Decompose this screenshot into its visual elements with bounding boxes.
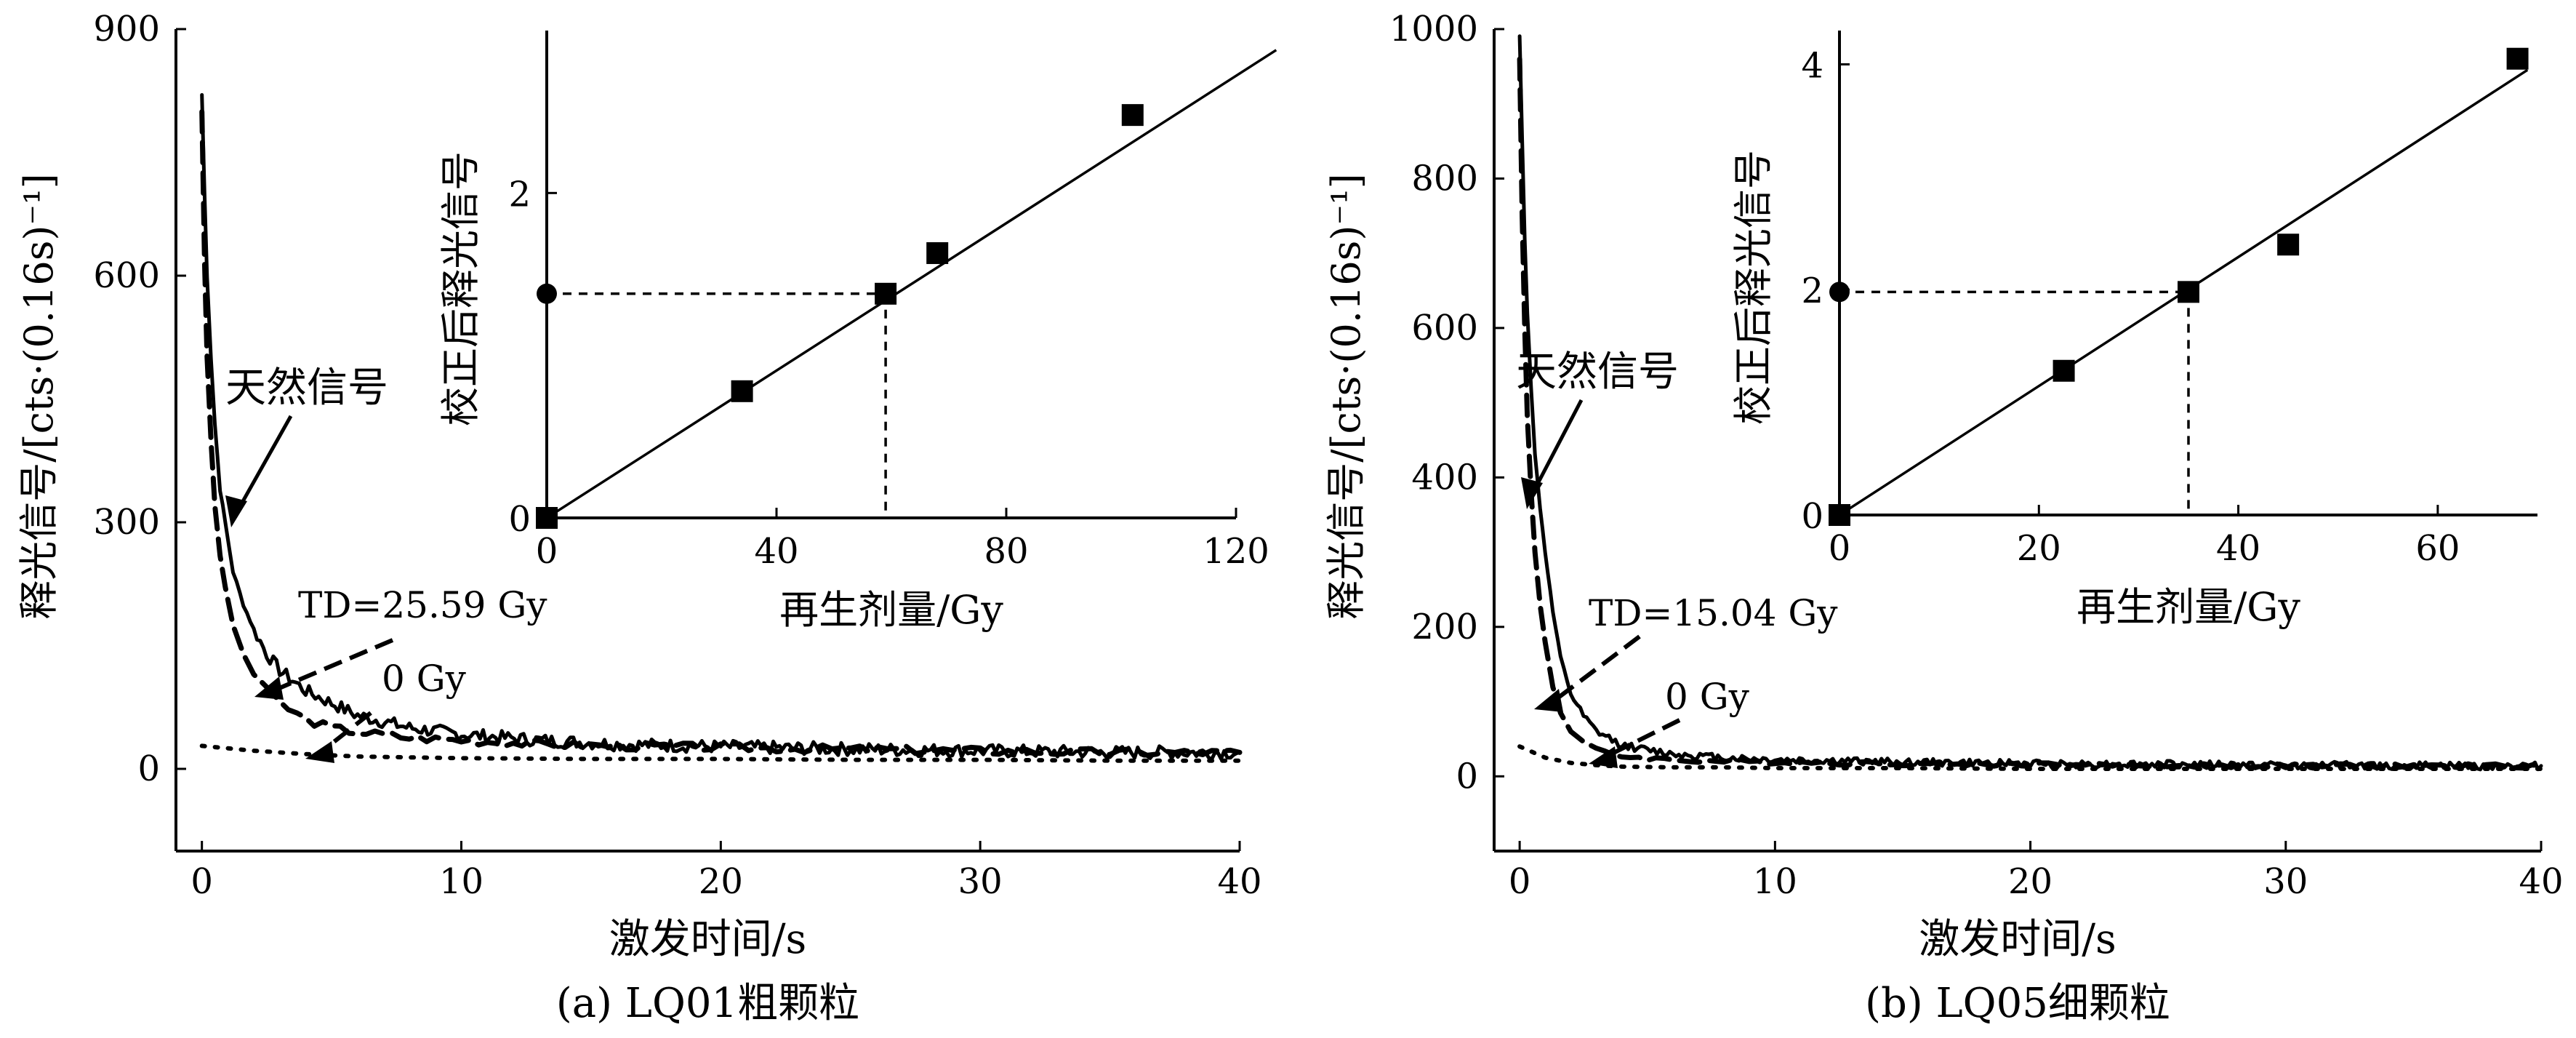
x-tick-label: 40 — [1217, 861, 1261, 902]
inset-natural-point — [1829, 282, 1850, 303]
inset-data-point — [1121, 104, 1144, 127]
inset-y-tick-label: 2 — [1801, 271, 1823, 311]
inset-y-tick-label: 4 — [1801, 45, 1823, 86]
inset-growth-curve: 0 40 80 120 0 2 再生剂量/Gy 校正后释光信号 — [438, 31, 1277, 633]
td-arrow-line — [268, 638, 394, 695]
zero-arrow-head — [305, 741, 334, 763]
inset-y-axis-label: 校正后释光信号 — [1730, 150, 1776, 425]
y-tick-label: 0 — [1456, 756, 1478, 797]
inset-data-point — [926, 241, 949, 264]
x-tick-label: 20 — [699, 861, 743, 902]
inset-x-axis-label: 再生剂量/Gy — [2077, 584, 2300, 630]
inset-data-point — [2053, 359, 2075, 382]
natural-arrow-line — [233, 415, 293, 516]
y-tick-label: 900 — [93, 9, 160, 49]
y-axis-label: 释光信号/[cts·(0.16s)⁻¹] — [16, 173, 62, 619]
figure-caption: (b) LQ05细颗粒 — [1865, 980, 2170, 1027]
x-tick-label: 10 — [1753, 861, 1797, 902]
y-tick-label: 600 — [93, 255, 160, 296]
figure-caption: (a) LQ01粗颗粒 — [556, 980, 859, 1027]
inset-data-point — [875, 282, 897, 305]
inset-x-axis-label: 再生剂量/Gy — [779, 587, 1003, 633]
series-solid-line — [1517, 34, 2543, 772]
inset-x-tick-label: 40 — [2216, 528, 2260, 569]
inset-data-point — [1829, 504, 1850, 526]
inset-y-tick-label: 0 — [1801, 496, 1823, 537]
y-tick-label: 1000 — [1389, 9, 1478, 49]
td-arrow-line — [1547, 634, 1641, 707]
inset-data-point — [2506, 47, 2529, 70]
td-label: TD=15.04 Gy — [1589, 592, 1838, 634]
zero-arrow-head — [1589, 746, 1618, 768]
inset-x-tick-label: 40 — [754, 531, 798, 572]
inset-y-axis-label: 校正后释光信号 — [438, 151, 483, 426]
natural-signal-label: 天然信号 — [225, 364, 388, 412]
inset-x-tick-label: 0 — [1829, 528, 1851, 569]
inset-x-tick-label: 20 — [2017, 528, 2061, 569]
x-tick-label: 30 — [958, 861, 1003, 902]
zero-arrow-line — [318, 711, 372, 755]
y-tick-label: 600 — [1411, 308, 1478, 348]
zero-dose-label: 0 Gy — [382, 658, 467, 700]
x-tick-label: 10 — [439, 861, 483, 902]
series-dotted-line — [199, 743, 1242, 763]
y-tick-label: 0 — [137, 748, 160, 789]
zero-dose-label: 0 Gy — [1665, 676, 1750, 718]
inset-data-point — [731, 380, 753, 402]
td-label: TD=25.59 Gy — [298, 584, 547, 626]
natural-signal-label: 天然信号 — [1516, 348, 1679, 396]
inset-data-point — [2277, 233, 2300, 256]
series-dashed-line — [199, 109, 1243, 758]
natural-arrow-line — [1529, 399, 1584, 498]
y-tick-label: 300 — [93, 502, 160, 543]
inset-x-tick-label: 0 — [536, 531, 558, 572]
td-arrow-head — [254, 676, 284, 700]
x-tick-label: 20 — [2008, 861, 2053, 902]
inset-fit-line — [546, 49, 1277, 519]
natural-arrow-head — [225, 495, 247, 527]
x-axis-label: 激发时间/s — [609, 916, 807, 963]
inset-y-tick-label: 2 — [508, 174, 531, 215]
inset-data-point — [536, 507, 558, 529]
inset-x-tick-label: 60 — [2415, 528, 2460, 569]
inset-natural-point — [537, 283, 557, 304]
inset-y-tick-label: 0 — [508, 499, 531, 540]
series-dashed-line — [1517, 56, 2544, 771]
natural-arrow-head — [1521, 477, 1543, 509]
inset-data-point — [2178, 281, 2199, 303]
x-tick-label: 0 — [190, 861, 213, 902]
y-tick-label: 200 — [1411, 607, 1478, 647]
series-dotted-line — [1517, 744, 2543, 771]
zero-arrow-line — [1602, 718, 1681, 760]
series-solid-line — [200, 93, 1242, 761]
x-axis-label: 激发时间/s — [1919, 916, 2116, 963]
x-tick-label: 0 — [1509, 861, 1531, 902]
x-tick-label: 40 — [2519, 861, 2563, 902]
inset-x-tick-label: 120 — [1203, 531, 1269, 572]
inset-growth-curve: 0 20 40 60 0 2 4 再生剂量/Gy 校正后释光信号 — [1730, 31, 2537, 630]
y-tick-label: 800 — [1411, 158, 1478, 199]
inset-x-tick-label: 80 — [984, 531, 1028, 572]
y-axis-label: 释光信号/[cts·(0.16s)⁻¹] — [1323, 173, 1369, 619]
x-tick-label: 30 — [2263, 861, 2308, 902]
y-tick-label: 400 — [1411, 457, 1478, 498]
td-arrow-head — [1534, 689, 1563, 712]
